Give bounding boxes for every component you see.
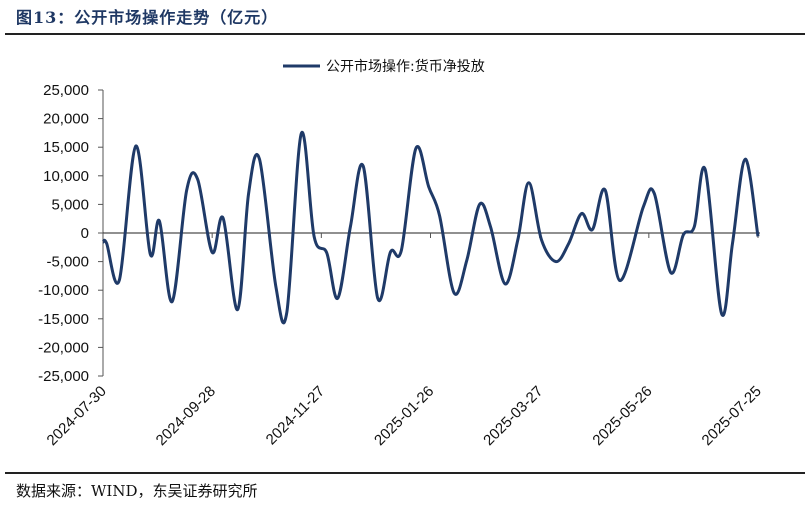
y-tick-label: 15,000	[43, 139, 89, 156]
bottom-rule	[5, 472, 805, 474]
source-note: 数据来源：WIND，东吴证券研究所	[16, 482, 258, 500]
x-tick-label: 2024-11-27	[263, 383, 328, 448]
y-tick-label: 10,000	[43, 168, 89, 185]
figure-title: 图13：公开市场操作走势（亿元）	[16, 8, 279, 27]
y-tick-label: -25,000	[38, 368, 89, 385]
y-tick-label: -20,000	[38, 339, 89, 356]
x-tick-label: 2024-07-30	[44, 383, 110, 449]
series-line-0	[101, 130, 760, 325]
y-tick-label: 20,000	[43, 111, 89, 128]
y-axis: 25,000 20,000 15,000 10,000 5,000 0 -5,000 -10,…	[38, 82, 104, 385]
x-tick-label: 2025-01-26	[371, 383, 437, 449]
y-tick-label: -10,000	[38, 282, 89, 299]
y-tick-label: -15,000	[38, 311, 89, 328]
x-tick-label: 2025-03-27	[480, 383, 546, 449]
x-tick-label: 2024-09-28	[153, 383, 219, 449]
x-tick-label: 2025-05-26	[589, 383, 655, 449]
y-tick-label: 25,000	[43, 82, 89, 99]
top-rule	[5, 33, 805, 35]
x-tick-label: 2025-07-25	[699, 383, 765, 449]
x-axis: 2024-07-30 2024-09-28 2024-11-27 2025-01-26…	[44, 232, 765, 449]
y-tick-label: 0	[81, 225, 89, 242]
legend: 公开市场操作:货币净投放	[283, 58, 485, 75]
legend-label: 公开市场操作:货币净投放	[326, 58, 485, 75]
y-tick-label: 5,000	[51, 196, 89, 213]
y-tick-label: -5,000	[46, 254, 89, 271]
series-layer	[101, 130, 760, 325]
